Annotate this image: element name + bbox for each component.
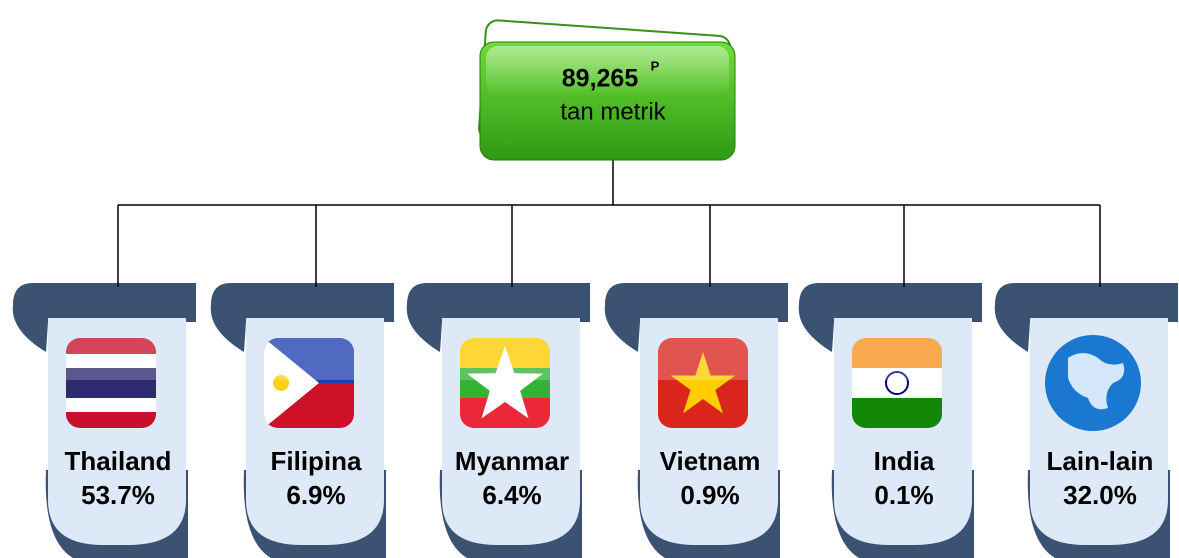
flag-stripe bbox=[66, 412, 156, 428]
connectors bbox=[118, 160, 1100, 206]
flag-star bbox=[670, 352, 736, 414]
total-unit: tan metrik bbox=[560, 98, 666, 125]
node-name: Myanmar bbox=[455, 446, 569, 476]
card: Myanmar 6.4% bbox=[406, 283, 590, 558]
globe-land bbox=[1068, 353, 1125, 410]
card-tab bbox=[604, 283, 788, 352]
flag-wheel bbox=[885, 371, 909, 395]
node-name: Vietnam bbox=[660, 446, 761, 476]
flag bbox=[460, 338, 550, 428]
card: Thailand 53.7% bbox=[12, 283, 197, 558]
card: Filipina 6.9% bbox=[210, 283, 394, 558]
flag-stripe bbox=[852, 398, 942, 428]
node-share: 0.9% bbox=[680, 480, 739, 510]
card-tab bbox=[12, 283, 197, 352]
total-value: 89,265 bbox=[562, 65, 639, 93]
flag-stripe bbox=[66, 368, 156, 398]
node-name: Thailand bbox=[65, 446, 172, 476]
card: India 0.1% bbox=[798, 283, 982, 558]
flag-stripe bbox=[460, 398, 550, 428]
card-tab bbox=[994, 283, 1178, 352]
cards: Thailand 53.7% Filipina 6.9% Myanmar 6.4% Viet… bbox=[12, 283, 1178, 558]
node-name: Lain-lain bbox=[1047, 446, 1154, 476]
flag bbox=[66, 338, 156, 428]
card-tab bbox=[406, 283, 590, 352]
flag bbox=[658, 338, 748, 428]
node-share: 0.1% bbox=[874, 480, 933, 510]
total-superscript: P bbox=[651, 58, 660, 73]
node-name: India bbox=[874, 446, 935, 476]
flag-star bbox=[467, 346, 543, 419]
flag-stripe bbox=[66, 338, 156, 354]
card: Lain-lain 32.0% bbox=[994, 283, 1178, 558]
node-share: 6.9% bbox=[286, 480, 345, 510]
flag-gloss bbox=[460, 338, 550, 380]
flag bbox=[1045, 335, 1141, 431]
flag-sun bbox=[273, 375, 289, 391]
flag-stripe bbox=[66, 398, 156, 412]
flag-stripe bbox=[66, 354, 156, 368]
node-share: 32.0% bbox=[1063, 480, 1137, 510]
flag bbox=[264, 338, 354, 428]
total-box: 89,265 P tan metrik bbox=[478, 19, 736, 161]
card-tab bbox=[798, 283, 982, 352]
flag-gloss bbox=[264, 338, 354, 380]
flag-stripe bbox=[852, 338, 942, 368]
flag bbox=[852, 338, 942, 428]
flag-triangle bbox=[264, 338, 319, 428]
card: Vietnam 0.9% bbox=[604, 283, 788, 558]
node-name: Filipina bbox=[271, 446, 363, 476]
flag-gloss bbox=[852, 338, 942, 380]
node-share: 53.7% bbox=[81, 480, 155, 510]
card-tab bbox=[210, 283, 394, 352]
node-share: 6.4% bbox=[482, 480, 541, 510]
flag-gloss bbox=[66, 338, 156, 380]
flag-gloss bbox=[658, 338, 748, 380]
